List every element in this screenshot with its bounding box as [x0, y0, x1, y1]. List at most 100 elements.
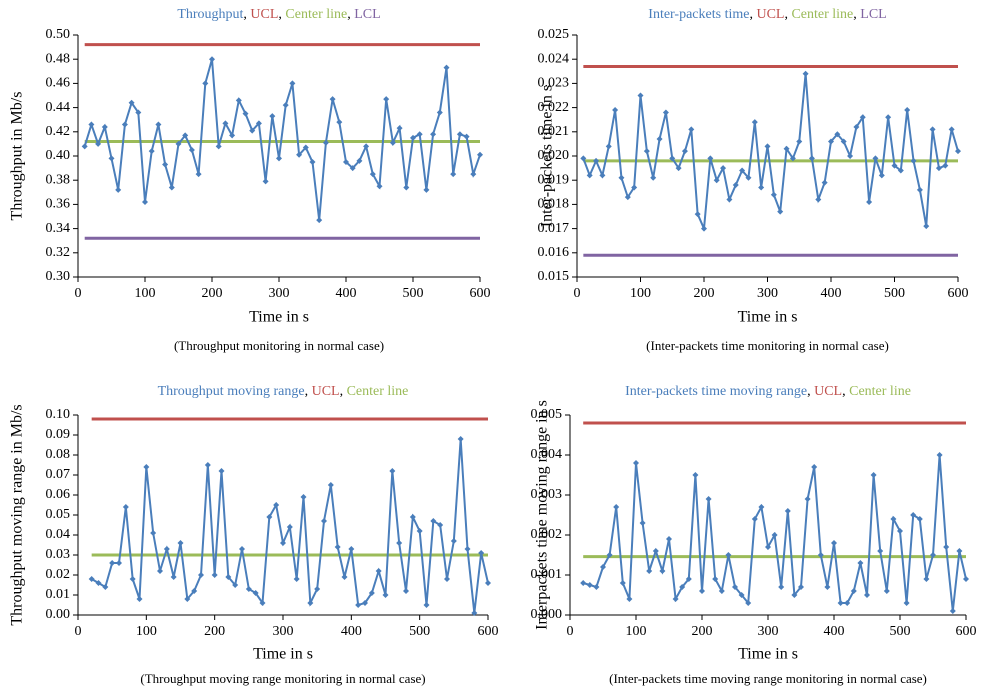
data-point — [681, 148, 688, 155]
data-point — [170, 574, 177, 580]
x-tick-label: 500 — [890, 624, 911, 639]
y-tick-label: 0.44 — [46, 100, 71, 115]
data-point — [936, 452, 943, 458]
x-tick-label: 400 — [336, 286, 357, 301]
data-point — [910, 157, 917, 164]
data-point — [356, 157, 363, 164]
data-point — [923, 576, 930, 582]
legend: Throughput moving range, UCL, Center lin… — [158, 384, 409, 399]
data-point — [857, 560, 864, 566]
y-tick-label: 0.46 — [46, 76, 71, 91]
data-line — [83, 58, 481, 221]
caption: (Throughput monitoring in normal case) — [174, 338, 384, 353]
data-point — [478, 550, 485, 556]
y-tick-label: 0.03 — [46, 547, 71, 562]
data-point — [136, 596, 143, 602]
data-point — [477, 151, 483, 158]
legend-separator: , — [842, 384, 849, 399]
data-point — [599, 172, 606, 179]
data-point — [109, 560, 116, 566]
data-point — [834, 131, 841, 138]
x-tick-label: 500 — [403, 286, 424, 301]
y-tick-label: 0.001 — [531, 567, 563, 582]
x-tick-label: 200 — [202, 286, 223, 301]
data-point — [383, 96, 390, 103]
data-point — [242, 110, 249, 117]
data-point — [218, 468, 225, 474]
data-point — [877, 548, 884, 554]
data-point — [738, 592, 745, 598]
data-point — [108, 155, 115, 162]
data-point — [784, 508, 791, 514]
x-tick-label: 300 — [273, 624, 294, 639]
data-point — [930, 552, 936, 558]
data-point — [613, 504, 620, 510]
data-point — [707, 155, 714, 162]
data-point — [804, 496, 811, 502]
data-point — [341, 574, 348, 580]
y-tick-label: 0.09 — [46, 427, 71, 442]
y-tick-label: 0.022 — [538, 100, 570, 115]
data-point — [808, 155, 815, 162]
data-point — [633, 460, 639, 466]
data-point — [296, 151, 303, 158]
data-point — [732, 182, 739, 189]
data-point — [464, 546, 471, 552]
data-point — [789, 155, 796, 162]
x-tick-label: 200 — [692, 624, 713, 639]
legend-entry: UCL — [312, 384, 340, 399]
x-tick-label: 0 — [75, 624, 82, 639]
x-axis-title: Time in s — [249, 309, 309, 326]
data-point — [81, 143, 88, 150]
data-point — [844, 600, 851, 606]
data-point — [396, 125, 403, 132]
data-point — [322, 139, 329, 146]
data-point — [266, 514, 273, 520]
legend-separator: , — [749, 7, 756, 22]
data-point — [593, 157, 600, 164]
x-tick-label: 100 — [630, 286, 651, 301]
x-axis-title: Time in s — [253, 646, 313, 663]
y-tick-label: 0.018 — [538, 197, 570, 212]
data-point — [796, 138, 803, 145]
x-tick-label: 400 — [821, 286, 842, 301]
data-point — [343, 159, 349, 166]
data-point — [811, 464, 818, 470]
legend-entry: Center line — [791, 7, 853, 22]
x-axis-title: Time in s — [738, 309, 798, 326]
data-point — [878, 172, 885, 179]
data-point — [606, 552, 613, 558]
data-point — [321, 518, 327, 524]
data-point — [198, 572, 204, 578]
data-point — [619, 580, 626, 586]
data-point — [870, 472, 877, 478]
data-point — [300, 494, 307, 500]
data-point — [293, 576, 300, 582]
data-point — [605, 143, 612, 150]
data-point — [88, 576, 95, 582]
data-point — [430, 518, 437, 524]
data-point — [586, 172, 593, 179]
data-point — [942, 162, 949, 169]
data-point — [155, 121, 162, 128]
data-point — [182, 132, 189, 139]
legend-separator: , — [243, 7, 250, 22]
data-point — [712, 576, 719, 582]
data-point — [643, 148, 650, 155]
y-tick-label: 0.06 — [46, 487, 71, 502]
data-point — [679, 584, 686, 590]
data-point — [369, 171, 376, 178]
y-tick-label: 0.01 — [46, 587, 71, 602]
data-point — [916, 516, 923, 522]
data-point — [666, 536, 672, 542]
y-tick-label: 0.04 — [46, 527, 71, 542]
x-tick-label: 500 — [409, 624, 430, 639]
data-point — [904, 107, 911, 114]
data-point — [289, 80, 296, 87]
x-tick-label: 200 — [204, 624, 225, 639]
legend-entry: UCL — [814, 384, 842, 399]
data-point — [485, 580, 491, 586]
x-tick-label: 600 — [948, 286, 969, 301]
data-point — [215, 143, 222, 150]
data-point — [963, 576, 969, 582]
